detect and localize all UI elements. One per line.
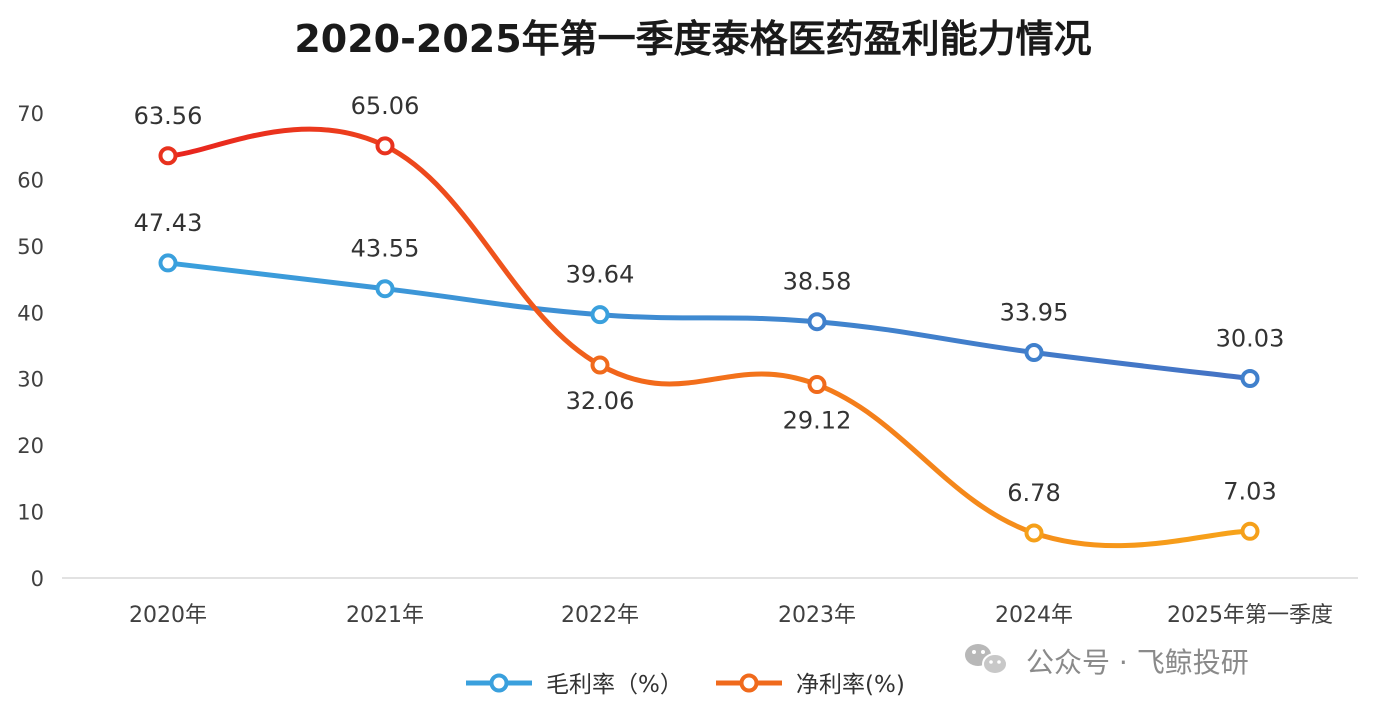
data-label: 6.78 [1007, 479, 1060, 507]
data-point [158, 253, 178, 273]
watermark: 公众号 · 飞鲸投研 [965, 644, 1249, 679]
legend-label: 净利率(%) [796, 672, 905, 698]
y-tick-label: 10 [17, 501, 44, 525]
x-tick-label: 2022年 [561, 603, 639, 628]
data-label: 43.55 [351, 235, 420, 263]
y-tick-label: 70 [17, 102, 44, 126]
series-lines [165, 126, 1253, 549]
data-label: 29.12 [783, 407, 852, 435]
y-tick-label: 50 [17, 235, 44, 259]
data-label: 39.64 [566, 261, 635, 289]
legend-marker [739, 673, 759, 693]
watermark-text: 公众号 · 飞鲸投研 [1026, 646, 1249, 679]
legend-label: 毛利率（%） [546, 672, 683, 698]
series-line-1 [165, 126, 1253, 549]
data-labels: 47.43 43.55 39.64 38.58 33.95 30.03 63.56 65.06… [134, 92, 1285, 507]
data-label: 30.03 [1216, 325, 1285, 353]
data-label: 63.56 [134, 102, 203, 130]
data-point [375, 279, 395, 299]
data-label: 32.06 [566, 387, 635, 415]
data-point [1240, 521, 1260, 541]
chart-title: 2020-2025年第一季度泰格医药盈利能力情况 [294, 17, 1091, 61]
y-axis: 0 10 20 30 40 50 60 70 [17, 102, 44, 591]
data-point [807, 375, 827, 395]
y-tick-label: 0 [31, 567, 44, 591]
data-point [1024, 342, 1044, 362]
legend-marker [489, 673, 509, 693]
wechat-icon [965, 644, 1008, 675]
data-point [1240, 369, 1260, 389]
data-point [590, 305, 610, 325]
x-axis: 2020年 2021年 2022年 2023年 2024年 2025年第一季度 [129, 603, 1333, 628]
series-line-0 [165, 260, 1253, 381]
data-point [1024, 523, 1044, 543]
x-tick-label: 2021年 [346, 603, 424, 628]
y-tick-label: 40 [17, 301, 44, 325]
x-tick-label: 2025年第一季度 [1167, 603, 1333, 628]
series-markers [158, 136, 1260, 543]
legend: 毛利率（%） 净利率(%) [466, 672, 905, 698]
data-point [375, 136, 395, 156]
data-label: 38.58 [783, 268, 852, 296]
data-point [807, 312, 827, 332]
x-tick-label: 2024年 [995, 603, 1073, 628]
data-point [590, 355, 610, 375]
data-label: 7.03 [1223, 477, 1276, 505]
x-tick-label: 2023年 [778, 603, 856, 628]
data-label: 33.95 [1000, 298, 1069, 326]
y-tick-label: 20 [17, 434, 44, 458]
data-label: 47.43 [134, 209, 203, 237]
y-tick-label: 30 [17, 368, 44, 392]
y-tick-label: 60 [17, 168, 44, 192]
x-tick-label: 2020年 [129, 603, 207, 628]
data-point [158, 146, 178, 166]
data-label: 65.06 [351, 92, 420, 120]
